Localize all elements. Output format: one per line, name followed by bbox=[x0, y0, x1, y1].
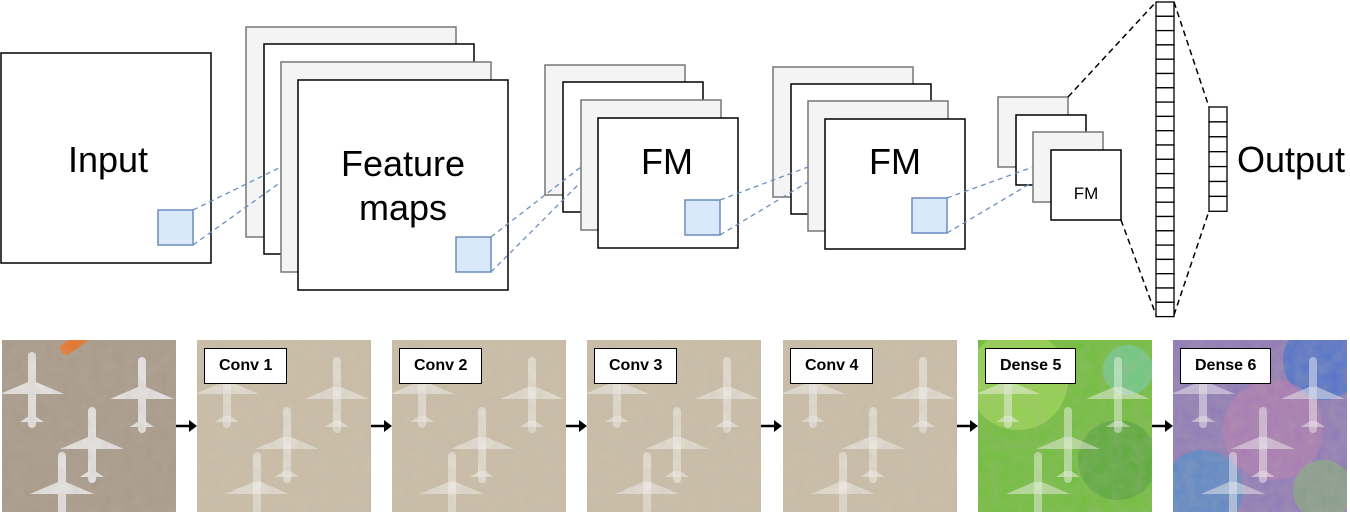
arrow-right-icon bbox=[371, 420, 392, 432]
connector-line bbox=[946, 181, 1034, 234]
layer-visualization: Conv 1 bbox=[197, 340, 371, 512]
dense-unit bbox=[1155, 215, 1175, 232]
fm4-layer-4 bbox=[1050, 149, 1122, 221]
dense-unit bbox=[1155, 301, 1175, 318]
dense-connector bbox=[1120, 219, 1157, 316]
dense-connector bbox=[1067, 1, 1157, 98]
arrow-right-icon bbox=[176, 420, 197, 432]
connector-line bbox=[719, 181, 809, 236]
dense-unit bbox=[1155, 87, 1175, 103]
layer-label: Conv 3 bbox=[594, 348, 678, 384]
visualization-image bbox=[2, 340, 176, 512]
dense-unit bbox=[1155, 115, 1175, 132]
dense-unit bbox=[1155, 244, 1175, 261]
output-vector bbox=[1208, 106, 1228, 212]
dense-unit bbox=[1155, 172, 1175, 189]
output-unit bbox=[1208, 195, 1228, 212]
arrow-right-icon bbox=[761, 420, 782, 432]
dense-connector bbox=[1173, 1, 1210, 108]
layer-visualization: Conv 4 bbox=[783, 340, 957, 512]
feature-maps-receptive-field bbox=[455, 236, 492, 273]
fm-label-small: FM bbox=[1074, 184, 1099, 203]
dense-unit bbox=[1155, 44, 1175, 60]
dense-unit bbox=[1155, 230, 1175, 246]
dense-unit bbox=[1155, 15, 1175, 32]
fm-label-2: FM bbox=[869, 141, 921, 182]
layer-label: Conv 1 bbox=[204, 348, 288, 384]
dense-unit bbox=[1155, 158, 1175, 175]
output-unit bbox=[1208, 106, 1228, 123]
layer-visualization: Conv 2 bbox=[392, 340, 566, 512]
feature-maps-label-line2: maps bbox=[359, 187, 447, 228]
dense-unit bbox=[1155, 201, 1175, 218]
fm-label-1: FM bbox=[641, 141, 693, 182]
layer-label: Dense 6 bbox=[1180, 348, 1272, 384]
dense-unit bbox=[1155, 72, 1175, 89]
dense-unit bbox=[1155, 29, 1175, 46]
output-unit bbox=[1208, 121, 1228, 138]
connector-line bbox=[192, 181, 282, 246]
arrow-right-icon bbox=[566, 420, 587, 432]
arrow-right-icon bbox=[957, 420, 978, 432]
connector-line bbox=[946, 166, 1034, 199]
connector-line bbox=[192, 166, 282, 211]
output-unit bbox=[1208, 165, 1228, 183]
connector-line bbox=[490, 166, 582, 238]
dense-unit bbox=[1155, 130, 1175, 146]
input-receptive-field bbox=[157, 209, 194, 246]
layer-label: Dense 5 bbox=[985, 348, 1077, 384]
output-label: Output bbox=[1237, 139, 1345, 180]
dense-unit bbox=[1155, 258, 1175, 275]
dense-unit bbox=[1155, 187, 1175, 203]
connector-line bbox=[490, 181, 582, 273]
output-unit bbox=[1208, 136, 1228, 153]
feature-maps-label-line1: Feature bbox=[341, 143, 465, 184]
layer-visualization: Conv 3 bbox=[587, 340, 761, 512]
layer-label: Conv 4 bbox=[790, 348, 874, 384]
layer-label: Conv 2 bbox=[399, 348, 483, 384]
output-unit bbox=[1208, 180, 1228, 198]
layer-visualization: Dense 6 bbox=[1173, 340, 1347, 512]
dense-unit bbox=[1155, 144, 1175, 160]
dense-unit bbox=[1155, 287, 1175, 303]
dense-unit bbox=[1155, 273, 1175, 289]
input-label: Input bbox=[68, 139, 148, 180]
connector-line bbox=[719, 166, 809, 201]
dense-connector bbox=[1173, 210, 1210, 316]
input-image bbox=[2, 340, 176, 512]
arrow-right-icon bbox=[1152, 420, 1173, 432]
fm3-receptive-field bbox=[911, 197, 948, 234]
layer-visualization: Dense 5 bbox=[978, 340, 1152, 512]
dense-unit bbox=[1155, 58, 1175, 75]
dense-unit bbox=[1155, 101, 1175, 118]
fm2-receptive-field bbox=[684, 199, 721, 236]
output-unit bbox=[1208, 151, 1228, 168]
dense-unit bbox=[1155, 1, 1175, 17]
dense-vector bbox=[1155, 1, 1175, 318]
